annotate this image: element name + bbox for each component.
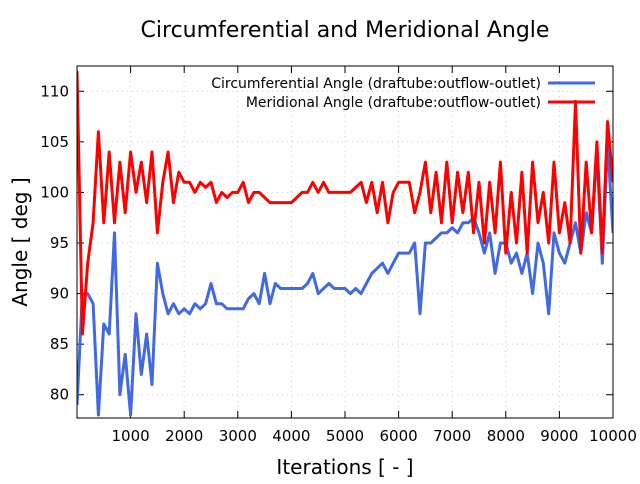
x-tick-label: 2000: [165, 427, 203, 445]
y-tick-label: 90: [50, 285, 69, 303]
x-tick-label: 3000: [219, 427, 257, 445]
x-tick-label: 5000: [326, 427, 364, 445]
y-tick-label: 95: [50, 234, 69, 252]
plot-frame: [76, 65, 614, 419]
ticks: 1000 2000 3000 4000 5000 6000 7000 8000 9000 1000…: [40, 66, 637, 445]
grid: [77, 66, 614, 418]
x-tick-label: 9000: [540, 427, 578, 445]
series-group: [77, 71, 613, 417]
y-tick-label: 100: [40, 183, 69, 201]
legend-label-meridional: Meridional Angle (draftube:outflow-outle…: [246, 95, 541, 111]
x-tick-label: 1000: [112, 427, 150, 445]
y-tick-label: 80: [50, 386, 69, 404]
x-tick-label: 4000: [272, 427, 310, 445]
x-tick-label: 8000: [487, 427, 525, 445]
legend-label-circumferential: Circumferential Angle (draftube:outflow-…: [211, 76, 541, 92]
chart-title: Circumferential and Meridional Angle: [141, 18, 550, 43]
series-line-circumferential: [77, 140, 613, 417]
series-line-meridional: [77, 71, 613, 336]
x-tick-label: 10000: [589, 427, 637, 445]
y-tick-label: 85: [50, 335, 69, 353]
x-tick-label: 6000: [380, 427, 418, 445]
y-axis-label: Angle [ deg ]: [8, 177, 32, 306]
x-tick-label: 7000: [433, 427, 471, 445]
y-tick-label: 110: [40, 82, 69, 100]
legend: Circumferential Angle (draftube:outflow-…: [211, 76, 595, 111]
y-tick-label: 105: [40, 133, 69, 151]
x-axis-label: Iterations [ - ]: [276, 455, 413, 479]
